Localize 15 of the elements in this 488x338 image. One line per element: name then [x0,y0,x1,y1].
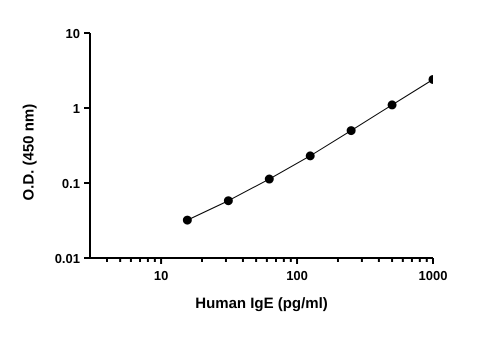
y-tick-label: 10 [66,26,80,41]
point [224,196,233,206]
y-tick-label: 1 [72,101,80,116]
x-tick-label: 1000 [418,268,448,283]
point [264,174,274,184]
point [346,126,356,136]
x-axis-title: Human IgE (pg/ml) [195,295,328,312]
y-tick-label: 0.1 [62,176,80,191]
x-tick-label: 100 [286,268,308,283]
point [388,100,397,110]
y-tick-label: 0.01 [54,251,80,266]
y-axis-title: O.D. (450 nm) [20,104,38,200]
point [306,151,315,160]
point [182,216,192,225]
x-tick-label: 10 [154,268,168,283]
